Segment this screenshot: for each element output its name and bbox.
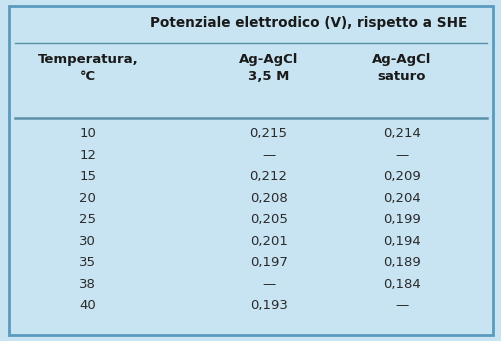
Text: 0,214: 0,214 [382,127,420,140]
Text: 25: 25 [79,213,96,226]
Text: 15: 15 [79,170,96,183]
FancyBboxPatch shape [9,6,492,335]
Text: Temperatura,: Temperatura, [38,53,138,66]
Text: Potenziale elettrodico (V), rispetto a SHE: Potenziale elettrodico (V), rispetto a S… [150,16,466,30]
Text: 20: 20 [79,192,96,205]
Text: 40: 40 [79,299,96,312]
Text: 0,215: 0,215 [249,127,287,140]
Text: 0,209: 0,209 [382,170,420,183]
Text: 30: 30 [79,235,96,248]
Text: °C: °C [80,70,96,83]
Text: 0,193: 0,193 [249,299,287,312]
Text: —: — [394,299,407,312]
Text: —: — [394,149,407,162]
Text: 0,199: 0,199 [382,213,420,226]
Text: 0,208: 0,208 [249,192,287,205]
Text: —: — [262,278,275,291]
Text: 0,201: 0,201 [249,235,287,248]
Text: 35: 35 [79,256,96,269]
Text: 0,189: 0,189 [382,256,420,269]
Text: Ag-AgCl: Ag-AgCl [238,53,298,66]
Text: 0,197: 0,197 [249,256,287,269]
Text: 0,184: 0,184 [382,278,420,291]
Text: 10: 10 [79,127,96,140]
Text: —: — [262,149,275,162]
Text: 12: 12 [79,149,96,162]
Text: 0,212: 0,212 [249,170,287,183]
Text: 0,204: 0,204 [382,192,420,205]
Text: 3,5 M: 3,5 M [247,70,289,83]
Text: Ag-AgCl: Ag-AgCl [371,53,430,66]
Text: saturo: saturo [377,70,425,83]
Text: 0,194: 0,194 [382,235,420,248]
Text: 38: 38 [79,278,96,291]
Text: 0,205: 0,205 [249,213,287,226]
